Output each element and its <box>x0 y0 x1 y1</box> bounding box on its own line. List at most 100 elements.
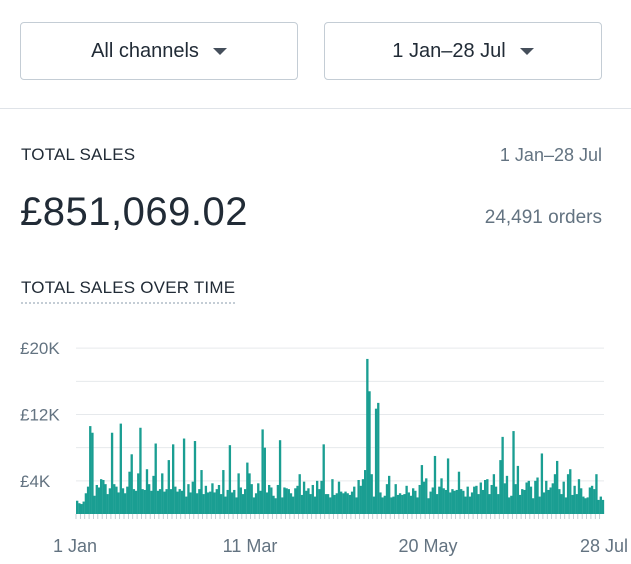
bar <box>390 497 393 514</box>
bar <box>364 470 367 514</box>
bar <box>215 489 218 514</box>
bar <box>265 492 269 514</box>
bar <box>307 488 310 514</box>
bar <box>451 489 454 514</box>
bar <box>584 498 587 514</box>
bar <box>556 460 559 514</box>
x-tick-label: 11 Mar <box>223 536 278 556</box>
bar <box>261 429 264 514</box>
bar <box>333 494 336 514</box>
bar <box>479 482 482 514</box>
bar <box>185 496 188 514</box>
bar <box>263 447 266 514</box>
bar <box>427 498 430 514</box>
bar <box>412 488 415 514</box>
bar <box>143 489 146 514</box>
bar <box>281 497 284 514</box>
bar <box>503 483 506 514</box>
bar <box>529 486 533 514</box>
bar <box>158 489 162 514</box>
bar <box>287 489 290 514</box>
bar <box>446 458 450 514</box>
bar <box>202 494 205 514</box>
bar <box>575 494 578 514</box>
channel-dropdown[interactable]: All channels <box>20 22 298 80</box>
bar <box>379 492 382 514</box>
bar <box>440 478 443 514</box>
bar <box>512 431 515 514</box>
y-tick-label: £4K <box>20 472 51 491</box>
bar <box>86 486 90 514</box>
bar <box>91 432 94 514</box>
bar <box>217 484 221 514</box>
bar <box>89 426 92 514</box>
bar <box>137 473 140 514</box>
bar <box>425 478 428 514</box>
bar <box>134 490 138 514</box>
bar <box>145 469 149 514</box>
bar <box>104 484 107 514</box>
bar <box>204 485 208 514</box>
bar <box>163 491 166 514</box>
bar <box>510 495 513 514</box>
bar <box>477 494 480 514</box>
bar <box>497 494 500 514</box>
bar <box>283 487 286 514</box>
bar <box>248 473 251 514</box>
chart-title[interactable]: TOTAL SALES OVER TIME <box>21 278 236 304</box>
bar <box>126 486 129 514</box>
bar <box>213 492 216 514</box>
bar <box>294 488 297 514</box>
bar <box>346 493 349 514</box>
bar <box>246 462 249 514</box>
bar <box>324 494 328 514</box>
bar <box>244 489 247 514</box>
bar <box>385 484 389 514</box>
bar <box>420 465 424 514</box>
total-sales-heading: TOTAL SALES <box>21 145 136 164</box>
bar <box>566 474 570 514</box>
filter-bar: All channels 1 Jan–28 Jul <box>0 0 631 109</box>
bar <box>525 482 528 514</box>
bar <box>322 444 325 514</box>
bar <box>292 496 295 514</box>
bar <box>370 474 373 514</box>
bar <box>187 484 190 514</box>
date-range-dropdown-label: 1 Jan–28 Jul <box>392 39 506 62</box>
bar <box>462 490 465 514</box>
bar <box>161 473 164 514</box>
x-tick-label: 20 May <box>398 536 457 556</box>
bar <box>368 391 371 514</box>
bar <box>464 496 467 514</box>
bar <box>433 455 437 514</box>
bar <box>239 487 242 514</box>
bar <box>189 492 192 514</box>
bar <box>418 484 421 514</box>
bar <box>165 489 168 514</box>
bar <box>296 485 299 514</box>
bar <box>128 471 131 514</box>
caret-down-icon <box>212 47 227 55</box>
bar <box>377 402 380 514</box>
bar <box>416 497 419 514</box>
bar <box>484 480 487 514</box>
bar <box>398 493 402 514</box>
caret-down-icon <box>519 47 534 55</box>
bar <box>270 487 273 514</box>
bar <box>595 474 598 514</box>
bar <box>593 489 596 514</box>
bar <box>329 497 332 514</box>
bar <box>316 480 319 514</box>
date-range-dropdown[interactable]: 1 Jan–28 Jul <box>324 22 602 80</box>
bar <box>357 480 360 514</box>
bar <box>414 490 417 514</box>
bar <box>381 497 384 514</box>
bar <box>475 485 478 514</box>
bar <box>490 484 493 514</box>
bar <box>211 483 214 514</box>
bar <box>505 475 509 514</box>
summary-date-range: 1 Jan–28 Jul <box>499 145 602 165</box>
bar <box>141 489 144 514</box>
bar <box>169 489 173 514</box>
bar <box>523 489 526 514</box>
